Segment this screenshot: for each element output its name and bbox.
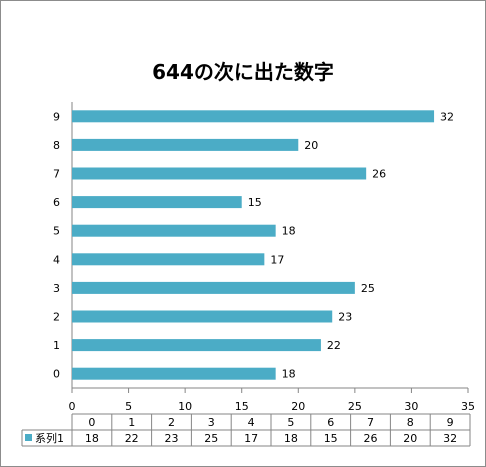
table-value-cell: 17	[244, 432, 258, 445]
bar-7	[72, 167, 367, 180]
y-tick-label: 1	[53, 339, 60, 352]
table-value-cell: 32	[443, 432, 457, 445]
y-tick-label: 3	[53, 282, 60, 295]
data-label: 22	[327, 339, 341, 352]
data-label: 32	[440, 110, 454, 123]
y-tick-label: 0	[53, 368, 60, 381]
data-label: 18	[282, 225, 296, 238]
data-label: 25	[361, 282, 375, 295]
bar-5	[72, 224, 276, 237]
bar-9	[72, 110, 435, 123]
bar-6	[72, 196, 242, 209]
x-tick-label: 15	[235, 400, 249, 413]
table-value-cell: 22	[125, 432, 139, 445]
legend-key	[25, 434, 32, 441]
data-label: 15	[248, 196, 262, 209]
data-label: 17	[270, 253, 284, 266]
table-value-cell: 20	[403, 432, 417, 445]
y-tick-label: 2	[53, 311, 60, 324]
bar-8	[72, 138, 299, 151]
bars-group	[72, 110, 435, 380]
chart-title: 644の次に出た数字	[152, 60, 334, 84]
x-tick-label: 25	[348, 400, 362, 413]
x-tick-label: 10	[178, 400, 192, 413]
x-tick-label: 30	[404, 400, 418, 413]
y-tick-label: 4	[53, 253, 60, 266]
table-header-cell: 7	[367, 416, 374, 429]
x-tick-label: 35	[461, 400, 475, 413]
table-value-cell: 18	[85, 432, 99, 445]
table-header-cell: 3	[208, 416, 215, 429]
table-header-cell: 8	[407, 416, 414, 429]
data-label: 18	[282, 368, 296, 381]
y-tick-label: 8	[53, 139, 60, 152]
y-tick-label: 7	[53, 168, 60, 181]
table-value-cell: 23	[165, 432, 179, 445]
table-header-cell: 6	[327, 416, 334, 429]
table-header-cell: 2	[168, 416, 175, 429]
y-tick-label: 9	[53, 110, 60, 123]
series-name: 系列1	[35, 431, 64, 445]
table-header-cell: 9	[447, 416, 454, 429]
table-header-cell: 0	[88, 416, 95, 429]
data-label: 20	[304, 139, 318, 152]
table-header-cell: 1	[128, 416, 135, 429]
y-tick-label: 5	[53, 225, 60, 238]
bar-2	[72, 310, 333, 323]
bar-4	[72, 253, 265, 266]
y-tick-label: 6	[53, 196, 60, 209]
bar-1	[72, 339, 321, 352]
table-value-cell: 18	[284, 432, 298, 445]
bar-3	[72, 281, 355, 294]
table-header-cell: 5	[287, 416, 294, 429]
table-header-cell: 4	[248, 416, 255, 429]
x-tick-label: 5	[125, 400, 132, 413]
x-tick-label: 0	[69, 400, 76, 413]
table-value-cell: 26	[364, 432, 378, 445]
data-labels-group: 18 22 23 25 17 18 15 26 20 32	[248, 110, 454, 380]
data-label: 26	[372, 168, 386, 181]
bar-0	[72, 367, 276, 380]
table-value-cell: 25	[204, 432, 218, 445]
data-label: 23	[338, 311, 352, 324]
x-tick-label: 20	[291, 400, 305, 413]
table-value-cell: 15	[324, 432, 338, 445]
